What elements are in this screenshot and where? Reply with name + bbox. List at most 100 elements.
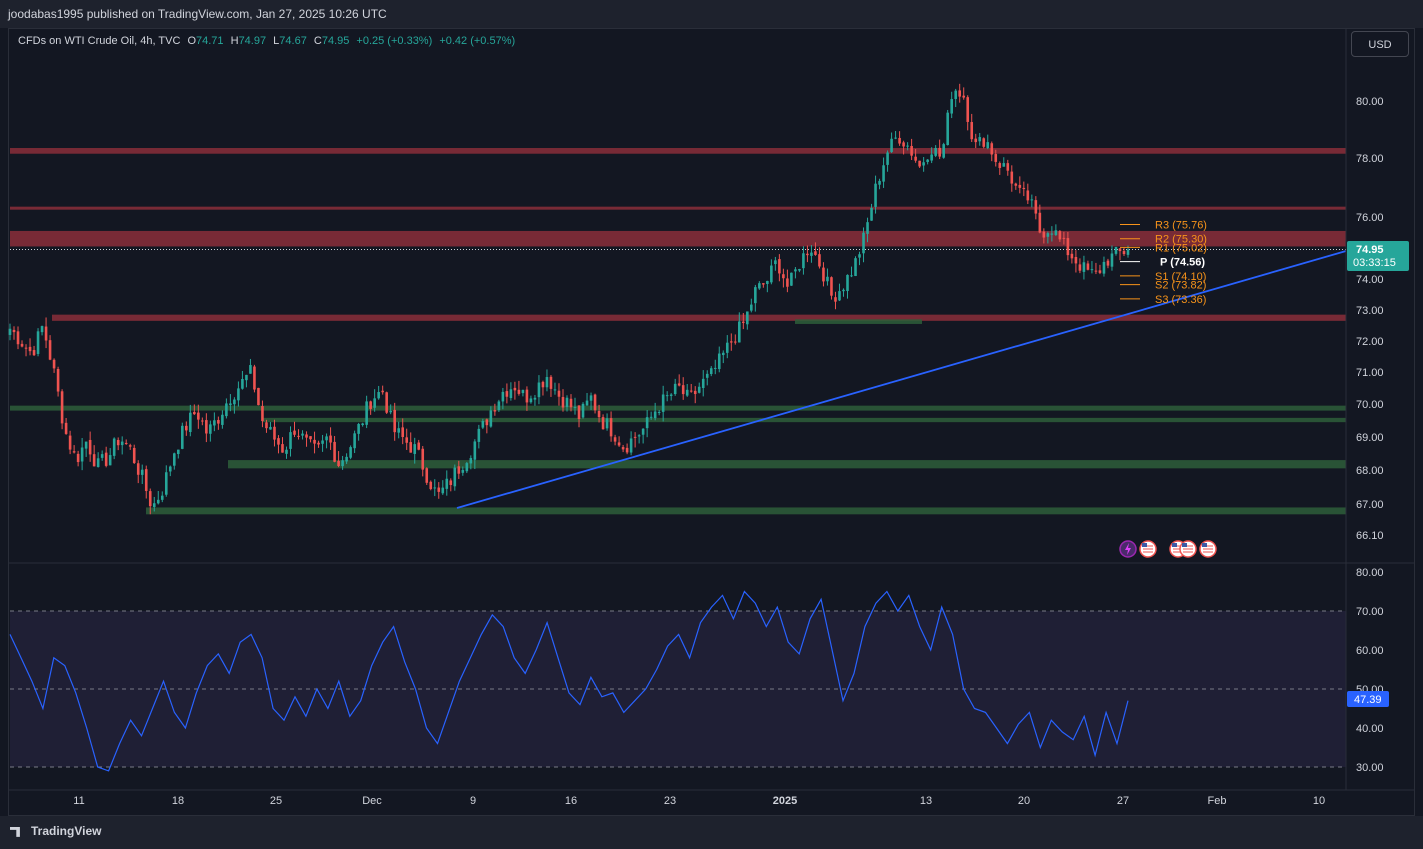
candle-body xyxy=(116,439,120,446)
candle-body xyxy=(345,456,348,462)
time-tick-label: 9 xyxy=(470,795,476,807)
candle-body xyxy=(1074,257,1078,264)
candle-body xyxy=(990,143,994,155)
close-label: C xyxy=(313,35,322,47)
candle-body xyxy=(629,438,633,453)
price-tick-label: 70.00 xyxy=(1356,399,1384,411)
symbol-name: CFDs on WTI Crude Oil, 4h, TVC xyxy=(18,35,181,47)
candle-body xyxy=(593,394,597,411)
candle-body xyxy=(485,419,489,426)
candle-body xyxy=(669,394,673,396)
candle-body xyxy=(201,420,204,422)
candle-body xyxy=(926,159,929,163)
candle-body xyxy=(597,410,601,418)
rsi-tick-label: 60.00 xyxy=(1356,645,1384,657)
candle-body xyxy=(601,417,605,430)
candle-body xyxy=(978,137,982,142)
candle-body xyxy=(541,381,545,388)
time-tick-label: 13 xyxy=(920,795,932,807)
candle-body xyxy=(385,392,388,413)
candle-body xyxy=(641,428,645,435)
candle-body xyxy=(1050,233,1054,235)
candle-body xyxy=(237,388,240,401)
candle-body xyxy=(64,422,68,434)
candle-body xyxy=(361,423,364,426)
candle-body xyxy=(441,487,445,494)
candle-body xyxy=(325,436,328,441)
candle-body xyxy=(858,254,861,258)
candle-body xyxy=(573,406,577,408)
candle-body xyxy=(838,291,841,301)
support-zone xyxy=(262,417,1346,423)
candle-body xyxy=(750,304,753,311)
price-tick-label: 69.00 xyxy=(1356,432,1384,444)
candle-body xyxy=(561,397,565,408)
candle-body xyxy=(152,503,156,508)
candle-body xyxy=(160,495,164,500)
resistance-zone xyxy=(10,206,1346,210)
candle-body xyxy=(36,331,40,354)
candle-body xyxy=(910,145,913,156)
time-tick-label: Feb xyxy=(1208,795,1227,807)
candle-body xyxy=(661,394,665,412)
pivot-layer: R3 (75.76) R2 (75.30)R1 (75.02) P (74.56) S… xyxy=(1120,219,1207,306)
candle-body xyxy=(934,147,937,156)
candle-body xyxy=(68,435,72,450)
candle-body xyxy=(445,478,449,489)
zone-layer xyxy=(10,148,1346,515)
candle-body xyxy=(533,397,537,400)
candle-body xyxy=(181,425,184,449)
candle-body xyxy=(521,389,525,394)
candle-body xyxy=(140,469,144,475)
currency-button[interactable]: USD xyxy=(1351,31,1409,57)
header-bar xyxy=(0,0,1423,28)
candle-body xyxy=(994,154,998,162)
candle-body xyxy=(221,414,224,425)
candle-body xyxy=(537,382,541,398)
open-label: O xyxy=(187,35,197,47)
trendline[interactable] xyxy=(456,250,1347,509)
candle-body xyxy=(822,267,825,282)
candle-body xyxy=(132,447,136,463)
candle-body xyxy=(557,390,561,397)
candle-body xyxy=(1042,231,1046,238)
candle-body xyxy=(866,222,869,234)
candle-body xyxy=(1086,263,1090,270)
candle-body xyxy=(826,276,829,282)
price-tick-label: 71.00 xyxy=(1356,367,1384,379)
resistance-zone xyxy=(52,314,1346,321)
candle-body xyxy=(778,259,781,274)
flag-canton xyxy=(1142,543,1147,547)
candle-body xyxy=(794,269,797,272)
candle-body xyxy=(189,412,192,433)
rsi-value: 47.39 xyxy=(1354,694,1382,706)
candle-body xyxy=(673,383,677,395)
pivot-label: R1 (75.02) xyxy=(1155,242,1207,254)
candle-body xyxy=(329,435,332,443)
pivot-label: S2 (73.82) xyxy=(1155,280,1206,292)
candle-body xyxy=(589,395,593,401)
price-tick-label: 67.00 xyxy=(1356,499,1384,511)
candle-body xyxy=(1002,163,1006,167)
candle-body xyxy=(906,145,909,147)
candle-body xyxy=(569,398,573,408)
candle-body xyxy=(1118,248,1122,252)
candle-body xyxy=(12,329,16,333)
candle-body xyxy=(321,440,324,444)
candle-body xyxy=(798,268,801,271)
candle-body xyxy=(721,352,725,356)
candle-body xyxy=(213,420,216,426)
candle-body xyxy=(930,154,933,161)
candle-body xyxy=(633,436,637,438)
candle-body xyxy=(377,392,380,399)
candle-body xyxy=(217,419,220,424)
candle-body xyxy=(1026,190,1030,201)
candle-body xyxy=(469,458,473,464)
candle-body xyxy=(120,441,124,446)
candle-body xyxy=(850,275,853,277)
candle-body xyxy=(365,401,368,425)
candle-body xyxy=(529,398,533,403)
price-tick-label: 73.00 xyxy=(1356,305,1384,317)
candle-body xyxy=(28,346,32,352)
